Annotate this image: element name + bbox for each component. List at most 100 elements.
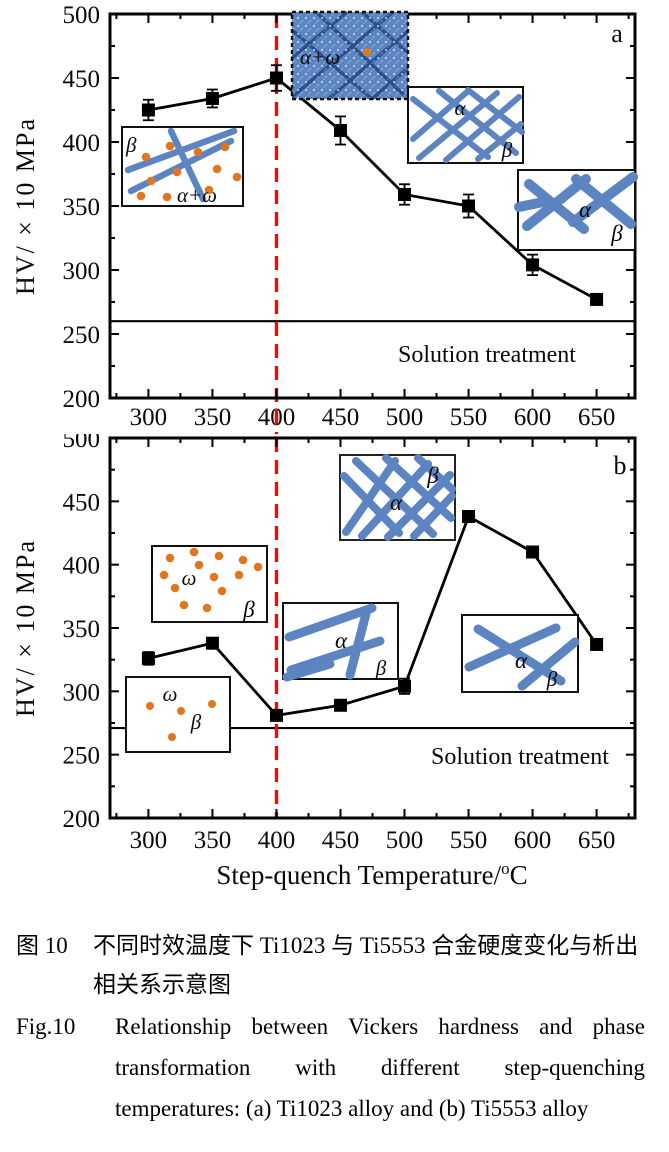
- data-point: [398, 187, 412, 201]
- x-tick-label: 350: [194, 827, 232, 854]
- phase-label-alpha: α: [579, 197, 592, 222]
- inset-b-hatch: β α: [339, 454, 456, 541]
- phase-label-alpha-omega: α+ω: [300, 45, 340, 69]
- panel-b-generated: 300 350 400 450 500 550 600 650 200 250 300 350 400 4…: [63, 434, 637, 854]
- alpha-laths: [282, 603, 385, 682]
- alpha-laths: [514, 172, 638, 234]
- panel-b-chart: 300 350 400 450 500 550 600 650 200 250 300 350 400 4…: [11, 434, 637, 890]
- y-tick-label: 350: [63, 616, 101, 643]
- phase-label-alpha: α: [335, 628, 348, 653]
- inset-b-omega-lower: ω β: [125, 676, 231, 753]
- x-tick-label: 550: [450, 827, 488, 854]
- x-tick-label: 400: [258, 404, 296, 431]
- y-axis-title-b: HV/ × 10 MPa: [11, 539, 40, 717]
- x-axis-title: Step-quench Temperature/oC: [216, 859, 527, 890]
- phase-label-beta: β: [125, 133, 137, 157]
- y-tick-label: 200: [63, 806, 101, 833]
- inset-b-omega-upper: ω β: [151, 545, 268, 623]
- caption-en-line2: transformation with different step-quenc…: [115, 1055, 645, 1080]
- y-axis-title-a: HV/ × 10 MPa: [11, 117, 40, 295]
- caption-zh-line2: 相关系示意图: [93, 972, 231, 997]
- inset-a-dots: β α+ω: [121, 126, 244, 207]
- alpha-laths: [464, 623, 580, 691]
- data-point: [526, 258, 540, 272]
- x-tick-label: 450: [322, 827, 360, 854]
- phase-label-beta: β: [242, 597, 255, 622]
- solution-treatment-label-a: Solution treatment: [398, 342, 576, 368]
- data-point: [141, 651, 155, 665]
- inset-a-cross: α β: [514, 169, 638, 251]
- data-point: [462, 199, 476, 213]
- y-tick-label: 400: [63, 130, 101, 157]
- x-tick-label: 350: [194, 404, 232, 431]
- data-point: [333, 698, 347, 712]
- inset-a-hash: α β: [407, 86, 525, 164]
- caption-chinese: 图 10 不同时效温度下 Ti1023 与 Ti5553 合金硬度变化与析出 相…: [16, 926, 645, 1004]
- x-tick-label: 550: [450, 404, 488, 431]
- x-tick-label: 500: [386, 404, 424, 431]
- caption-english: Fig.10 Relationship between Vickers hard…: [16, 1006, 645, 1129]
- series-line: [148, 514, 598, 717]
- data-point: [269, 71, 283, 85]
- x-tick-label: 600: [514, 404, 552, 431]
- caption-zh-line1: 不同时效温度下 Ti1023 与 Ti5553 合金硬度变化与析出: [93, 933, 639, 958]
- caption-en-line3: temperatures: (a) Ti1023 alloy and (b) T…: [115, 1096, 589, 1121]
- inset-b-laths: α β: [282, 602, 399, 682]
- omega-particles: [159, 547, 263, 613]
- data-point: [526, 545, 540, 559]
- phase-label-beta: β: [610, 221, 623, 246]
- y-tick-label: 450: [63, 489, 101, 516]
- x-tick-label: 300: [130, 404, 168, 431]
- y-tick-label: 300: [63, 679, 101, 706]
- alpha-laths: [340, 454, 456, 541]
- data-point: [590, 637, 604, 651]
- alpha-laths: [410, 87, 525, 163]
- solution-treatment-label-b: Solution treatment: [431, 744, 609, 770]
- data-point: [590, 292, 604, 306]
- inset-a-speckled: α+ω: [290, 10, 410, 101]
- phase-label-beta: β: [190, 710, 202, 734]
- x-axis-title-superscript: o: [501, 859, 510, 878]
- omega-particle: [363, 48, 371, 56]
- panel-a-letter: a: [611, 19, 623, 48]
- y-tick-label: 450: [63, 66, 101, 93]
- caption-zh-label: 图 10: [16, 933, 68, 958]
- x-tick-label: 450: [322, 404, 360, 431]
- phase-label-omega: ω: [182, 566, 197, 590]
- omega-particles: [136, 141, 242, 202]
- caption-en-line1: Relationship between Vickers hardness an…: [115, 1014, 645, 1039]
- y-tick-label: 250: [63, 743, 101, 770]
- phase-label-alpha: α: [515, 648, 528, 673]
- phase-label-beta: β: [426, 463, 439, 488]
- data-point: [398, 679, 412, 693]
- phase-label-alpha: α: [454, 96, 466, 120]
- y-tick-label: 350: [63, 194, 101, 221]
- y-tick-label: 200: [63, 386, 101, 413]
- data-point: [462, 510, 476, 524]
- data-point: [269, 708, 283, 722]
- data-point: [205, 636, 219, 650]
- y-tick-label: 250: [63, 322, 101, 349]
- panel-a-generated: 300 350 400 450 500 550 600 650 200 250 300 350 400 4…: [63, 2, 637, 434]
- figure-caption: 图 10 不同时效温度下 Ti1023 与 Ti5553 合金硬度变化与析出 相…: [0, 904, 669, 1129]
- x-tick-label: 600: [514, 827, 552, 854]
- panel-a-chart: 300 350 400 450 500 550 600 650 200 250 300 350 400 4…: [11, 2, 638, 434]
- phase-label-beta: β: [501, 138, 513, 162]
- phase-label-beta: β: [546, 667, 558, 691]
- y-tick-label: 500: [63, 434, 101, 453]
- y-tick-label: 500: [63, 2, 101, 29]
- x-tick-label: 650: [578, 827, 616, 854]
- inset-b-cross: α β: [461, 614, 580, 693]
- x-tick-label: 650: [578, 404, 616, 431]
- data-point: [333, 123, 347, 137]
- panel-b-letter: b: [614, 451, 627, 480]
- x-tick-label: 300: [130, 827, 168, 854]
- x-axis-title-unit: C: [510, 860, 528, 890]
- x-tick-label: 500: [386, 827, 424, 854]
- caption-en-label: Fig.10: [16, 1014, 76, 1039]
- series-line: [148, 76, 598, 301]
- phase-label-omega: ω: [163, 682, 178, 706]
- omega-particles: [146, 700, 216, 741]
- data-point: [205, 91, 219, 105]
- x-tick-label: 400: [258, 827, 296, 854]
